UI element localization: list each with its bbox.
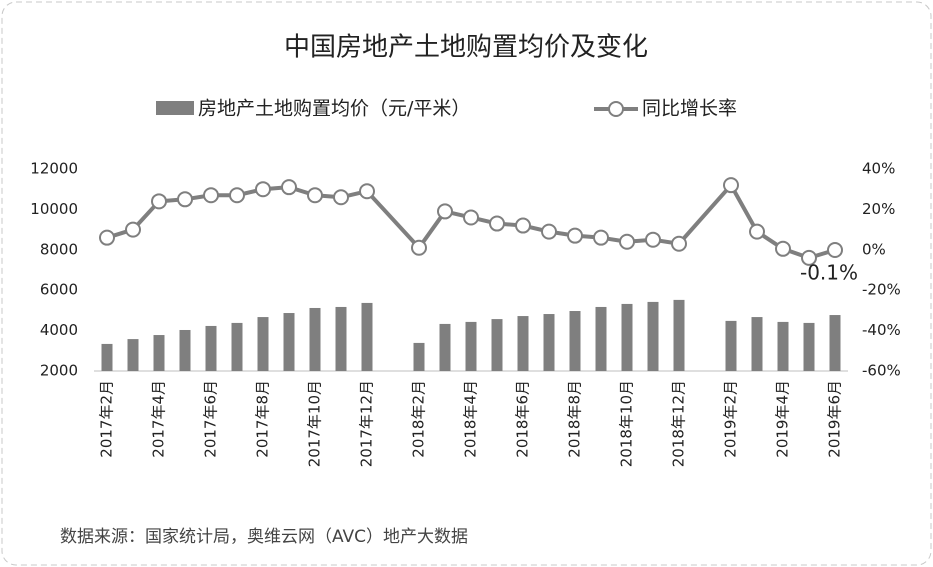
x-tick-label: 2018年8月 bbox=[566, 380, 584, 458]
legend-label: 同比增长率 bbox=[642, 98, 737, 120]
legend-marker bbox=[608, 101, 624, 117]
bar bbox=[595, 306, 607, 371]
y2-tick-label: -60% bbox=[862, 362, 901, 380]
line-marker bbox=[411, 239, 427, 256]
y-tick-label: 2000 bbox=[40, 362, 78, 380]
bar bbox=[283, 313, 295, 371]
line-marker bbox=[619, 233, 635, 250]
line-marker bbox=[827, 242, 843, 259]
bar bbox=[153, 335, 165, 371]
line-marker bbox=[229, 187, 245, 204]
x-tick-label: 2018年12月 bbox=[670, 380, 688, 467]
bar bbox=[803, 322, 815, 371]
legend-swatch bbox=[156, 101, 194, 115]
line-marker bbox=[333, 189, 349, 206]
y2-tick-label: -40% bbox=[862, 321, 901, 339]
bar bbox=[309, 307, 321, 371]
x-tick-label: 2018年6月 bbox=[514, 380, 532, 458]
bar bbox=[257, 317, 269, 371]
bar bbox=[517, 316, 529, 371]
line-marker bbox=[749, 223, 765, 240]
line-marker bbox=[515, 217, 531, 234]
bar bbox=[751, 317, 763, 371]
x-tick-label: 2017年2月 bbox=[98, 380, 116, 458]
y2-tick-label: 20% bbox=[862, 200, 895, 218]
x-tick-label: 2019年6月 bbox=[826, 380, 844, 458]
bar bbox=[413, 342, 425, 371]
line-marker bbox=[177, 191, 193, 208]
bar bbox=[621, 303, 633, 371]
line-marker bbox=[99, 229, 115, 246]
bar bbox=[465, 321, 477, 371]
line-marker bbox=[723, 177, 739, 194]
x-tick-label: 2017年10月 bbox=[306, 380, 324, 467]
bar bbox=[127, 339, 139, 371]
bar bbox=[777, 321, 789, 371]
bar bbox=[491, 319, 503, 371]
y-tick-label: 10000 bbox=[30, 200, 78, 218]
line-marker bbox=[307, 187, 323, 204]
line-marker bbox=[255, 181, 271, 198]
line-marker bbox=[437, 203, 453, 220]
x-tick-label: 2017年12月 bbox=[358, 380, 376, 467]
line-marker bbox=[151, 193, 167, 210]
bar bbox=[361, 302, 373, 371]
bar bbox=[179, 329, 191, 371]
legend-label: 房地产土地购置均价（元/平米） bbox=[198, 98, 470, 120]
y2-tick-label: 40% bbox=[862, 160, 895, 178]
bar bbox=[231, 322, 243, 371]
data-label: -0.1% bbox=[800, 261, 858, 285]
line-marker bbox=[541, 223, 557, 240]
bar bbox=[673, 299, 685, 371]
bar bbox=[335, 306, 347, 371]
y2-tick-label: -20% bbox=[862, 281, 901, 299]
bar bbox=[439, 323, 451, 371]
x-tick-label: 2017年4月 bbox=[150, 380, 168, 458]
line-marker bbox=[281, 179, 297, 196]
line-marker bbox=[593, 229, 609, 246]
y-tick-label: 8000 bbox=[40, 240, 78, 258]
line-marker bbox=[567, 227, 583, 244]
chart-title: 中国房地产土地购置均价及变化 bbox=[284, 33, 648, 63]
bar bbox=[569, 311, 581, 371]
x-tick-label: 2017年6月 bbox=[202, 380, 220, 458]
bar bbox=[725, 320, 737, 371]
bar bbox=[205, 325, 217, 371]
bar bbox=[829, 315, 841, 371]
x-tick-label: 2018年2月 bbox=[410, 380, 428, 458]
line-marker bbox=[671, 235, 687, 252]
x-tick-label: 2018年4月 bbox=[462, 380, 480, 458]
line-marker bbox=[203, 187, 219, 204]
y2-tick-label: 0% bbox=[862, 240, 886, 258]
bar bbox=[101, 343, 113, 371]
y-tick-label: 6000 bbox=[40, 281, 78, 299]
x-tick-label: 2018年10月 bbox=[618, 380, 636, 467]
x-tick-label: 2017年8月 bbox=[254, 380, 272, 458]
bar bbox=[647, 301, 659, 371]
y-tick-label: 12000 bbox=[30, 160, 78, 178]
line-marker bbox=[125, 221, 141, 238]
x-tick-label: 2019年4月 bbox=[774, 380, 792, 458]
x-tick-label: 2019年2月 bbox=[722, 380, 740, 458]
line-marker bbox=[645, 231, 661, 248]
bar bbox=[543, 314, 555, 371]
line-marker bbox=[463, 209, 479, 226]
line-marker bbox=[359, 183, 375, 200]
line-marker bbox=[489, 215, 505, 232]
y-tick-label: 4000 bbox=[40, 321, 78, 339]
source: 数据来源：国家统计局，奥维云网（AVC）地产大数据 bbox=[60, 527, 468, 547]
line-marker bbox=[775, 240, 791, 257]
line-marker bbox=[801, 249, 817, 266]
